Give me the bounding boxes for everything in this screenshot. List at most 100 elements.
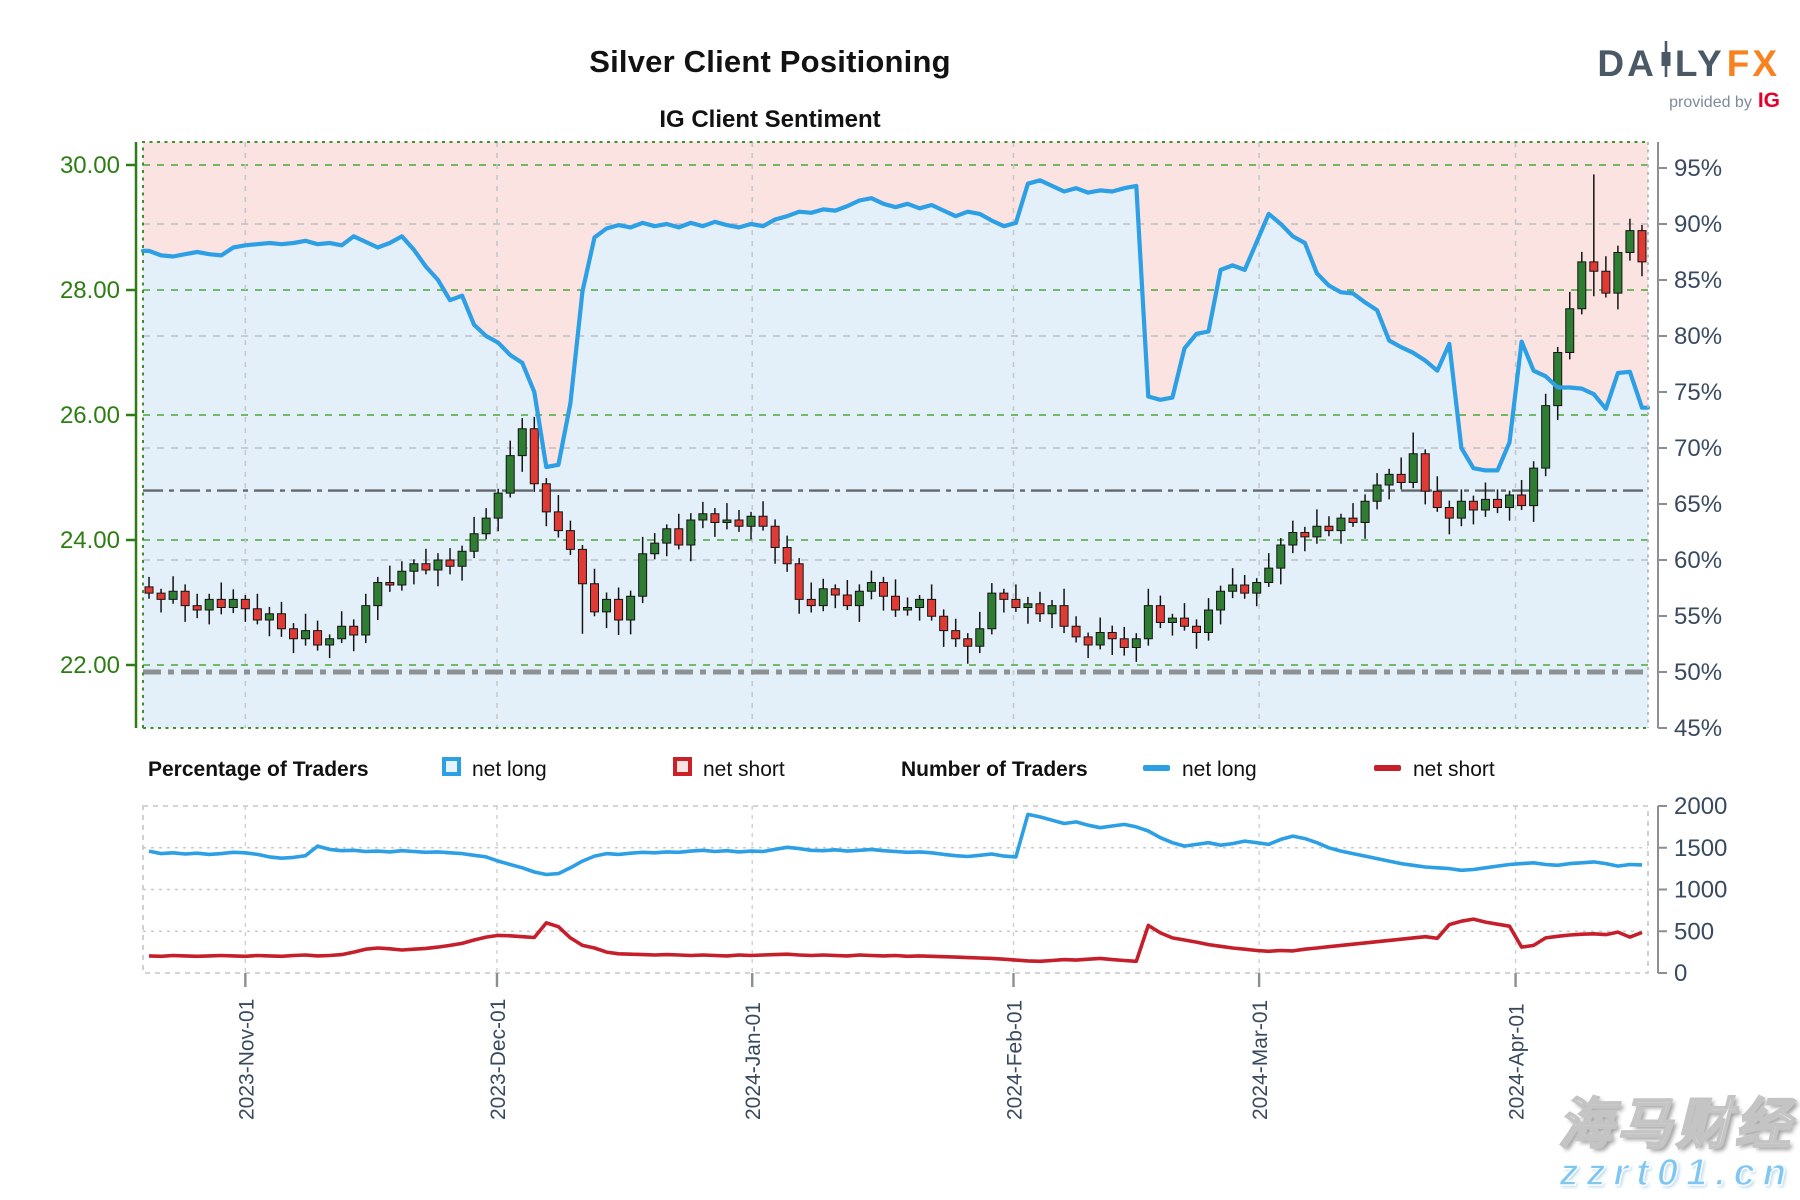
candle-up xyxy=(1625,230,1635,253)
candle-up xyxy=(1408,453,1418,483)
candle-up xyxy=(1264,567,1274,583)
candle-up xyxy=(1336,517,1346,532)
candle-up xyxy=(915,598,925,608)
logo-text-ly: LY xyxy=(1674,42,1725,84)
candle-up xyxy=(975,628,985,647)
candle-down xyxy=(240,598,250,610)
candle-up xyxy=(1480,498,1490,511)
main-gridlines xyxy=(143,142,1648,728)
candle-up xyxy=(1276,544,1286,569)
dailyfx-wordmark: DA LY FX xyxy=(1516,40,1780,87)
legend-num-title: Number of Traders xyxy=(901,758,1088,781)
price-tick-label: 26.00 xyxy=(60,402,120,429)
pct-tick-label: 65% xyxy=(1674,491,1722,518)
candle-down xyxy=(216,598,226,608)
candle-down xyxy=(590,583,599,613)
candle-down xyxy=(289,628,298,640)
candlestick-icon xyxy=(1659,40,1673,87)
candle-up xyxy=(662,528,672,544)
legend-netlong-num-swatch xyxy=(1143,765,1170,771)
candle-down xyxy=(806,598,816,607)
traders-count-chart: 0 500 1000 1500 2000 2023-Nov-01 2023-Dec-01 20… xyxy=(142,793,1727,1120)
candle-up xyxy=(903,607,913,611)
candle-up xyxy=(168,590,178,600)
pct-tick-label: 95% xyxy=(1674,155,1722,182)
legend-netshort-pct-swatch xyxy=(673,757,692,776)
candle-down xyxy=(1432,490,1442,508)
candle-up xyxy=(264,613,274,621)
candle-up xyxy=(204,598,214,611)
candle-up xyxy=(481,517,491,535)
count-tick-label: 0 xyxy=(1674,960,1687,987)
sentiment-chart-canvas: 30.00 28.00 26.00 24.00 22.00 95% 90% 85% 80% 75%… xyxy=(60,141,1727,1120)
candle-down xyxy=(144,586,154,594)
candle-up xyxy=(1131,638,1141,648)
candle-down xyxy=(1071,625,1081,638)
pct-tick-label: 75% xyxy=(1674,379,1722,406)
legend-netlong-num-label: net long xyxy=(1182,758,1257,781)
candle-down xyxy=(674,528,684,546)
candle-up xyxy=(1095,632,1105,646)
candle-down xyxy=(758,515,768,527)
candle-down xyxy=(1035,603,1045,615)
candle-up xyxy=(1553,352,1563,407)
candle-up xyxy=(433,559,443,571)
provided-by-text: provided by xyxy=(1669,94,1752,111)
pct-tick-label: 85% xyxy=(1674,267,1722,294)
candle-up xyxy=(397,570,407,586)
candle-down xyxy=(541,483,551,513)
candle-up xyxy=(1613,252,1623,294)
legend-pct-title: Percentage of Traders xyxy=(148,758,369,781)
main-reference-lines xyxy=(143,489,1648,675)
candle-down xyxy=(276,613,286,630)
dailyfx-logo: DA LY FX provided by IG xyxy=(1516,40,1780,113)
candle-down xyxy=(951,630,961,640)
net-long-zone-fill xyxy=(143,180,1648,729)
price-tick-label: 30.00 xyxy=(60,152,120,179)
candle-down xyxy=(1348,517,1358,523)
count-tick-label: 2000 xyxy=(1674,793,1727,820)
price-tick-label: 24.00 xyxy=(60,527,120,554)
pct-tick-label: 80% xyxy=(1674,323,1722,350)
candle-up xyxy=(722,519,732,523)
candle-down xyxy=(445,559,455,567)
candle-up xyxy=(301,630,311,640)
main-plot-border xyxy=(142,141,1649,729)
candle-up xyxy=(1216,590,1226,611)
candle-up xyxy=(493,492,503,519)
candle-down xyxy=(1517,494,1527,507)
sentiment-net-long-line xyxy=(140,178,1651,473)
chart-title: IG Client Sentiment xyxy=(659,106,881,133)
candle-up xyxy=(987,592,997,630)
pct-tick-label: 90% xyxy=(1674,211,1722,238)
candle-down xyxy=(939,615,949,632)
candle-down xyxy=(1240,584,1250,594)
candle-up xyxy=(626,595,636,621)
candle-down xyxy=(565,530,575,550)
main-area-fills xyxy=(143,142,1648,729)
candle-up xyxy=(469,533,479,552)
candle-down xyxy=(1324,525,1334,532)
candle-up xyxy=(746,515,756,527)
candle-down xyxy=(830,588,840,596)
candle-down xyxy=(614,598,624,621)
date-tick-label: 2023-Dec-01 xyxy=(487,999,510,1120)
candle-down xyxy=(794,563,804,600)
pct-tick-label: 70% xyxy=(1674,435,1722,462)
pct-tick-label: 45% xyxy=(1674,715,1722,742)
candle-up xyxy=(1288,532,1298,546)
legend-netshort-num-swatch xyxy=(1374,765,1401,771)
candle-up xyxy=(1565,308,1575,353)
candle-up xyxy=(1505,494,1515,508)
candle-up xyxy=(1143,605,1153,640)
logo-text-da: DA xyxy=(1597,42,1657,84)
candle-down xyxy=(782,547,792,565)
date-tick-label: 2023-Nov-01 xyxy=(235,999,258,1120)
legend-row: Percentage of Traders net long net short… xyxy=(0,752,1800,792)
watermark-line2: zzrt01.cn xyxy=(1559,1152,1794,1195)
candle-up xyxy=(1047,605,1057,615)
count-tick-label: 1000 xyxy=(1674,877,1727,904)
legend-netlong-pct-swatch xyxy=(442,757,461,776)
price-tick-label: 22.00 xyxy=(60,652,120,679)
